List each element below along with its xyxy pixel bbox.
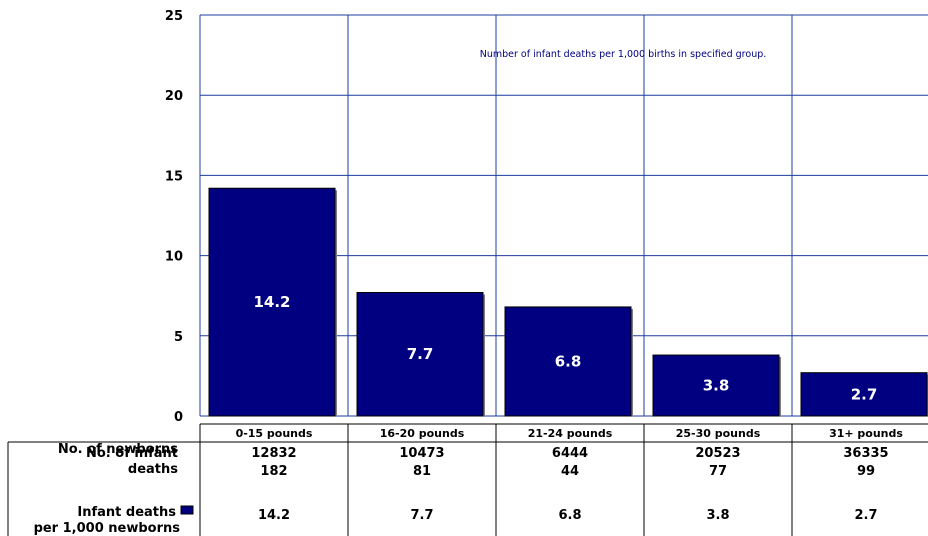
chart-annotation: Number of infant deaths per 1,000 births…	[480, 49, 767, 60]
y-tick-label: 25	[165, 9, 183, 24]
bar-data-label: 7.7	[407, 345, 434, 363]
table-row-header: Infant deaths	[77, 505, 176, 520]
x-category-label: 31+ pounds	[829, 427, 903, 440]
table-cell: 20523	[695, 446, 740, 461]
bar-data-label: 3.8	[703, 377, 730, 395]
table-cell: 36335	[843, 446, 888, 461]
table-row-header: deaths	[128, 462, 178, 477]
data-table: 0-15 pounds 16-20 pounds 21-24 pounds 25-30…	[8, 424, 928, 536]
y-tick-label: 5	[174, 330, 183, 345]
table-cell: 14.2	[258, 508, 290, 523]
table-cell: 6444	[552, 446, 588, 461]
table-cell: 3.8	[706, 508, 729, 523]
table-cell: 44	[561, 464, 579, 479]
y-tick-label: 10	[165, 250, 183, 265]
y-tick-label: 0	[174, 410, 183, 425]
table-cell: 7.7	[410, 508, 433, 523]
x-category-label: 25-30 pounds	[676, 427, 761, 440]
x-category-label: 0-15 pounds	[236, 427, 313, 440]
table-cell: 2.7	[854, 508, 877, 523]
table-cell: 10473	[399, 446, 444, 461]
chart-bars: 14.2 7.7 6.8 3.8 2.7	[209, 188, 928, 416]
x-category-label: 21-24 pounds	[528, 427, 613, 440]
y-axis-ticks: 0 5 10 15 20 25	[165, 9, 183, 425]
table-cell: 6.8	[558, 508, 581, 523]
table-cell: 182	[260, 464, 287, 479]
bar-data-label: 2.7	[851, 385, 878, 403]
legend-key	[181, 506, 193, 514]
x-category-label: 16-20 pounds	[380, 427, 465, 440]
table-cell: 12832	[251, 446, 296, 461]
table-row-header: per 1,000 newborns	[34, 521, 181, 536]
y-tick-label: 20	[165, 89, 183, 104]
table-cell: 81	[413, 464, 431, 479]
table-row-header: No. of infant	[86, 446, 178, 461]
bar-data-label: 6.8	[555, 352, 582, 370]
y-tick-label: 15	[165, 169, 183, 184]
bar-data-label: 14.2	[253, 293, 290, 311]
table-cell: 77	[709, 464, 727, 479]
table-cell: 99	[857, 464, 875, 479]
